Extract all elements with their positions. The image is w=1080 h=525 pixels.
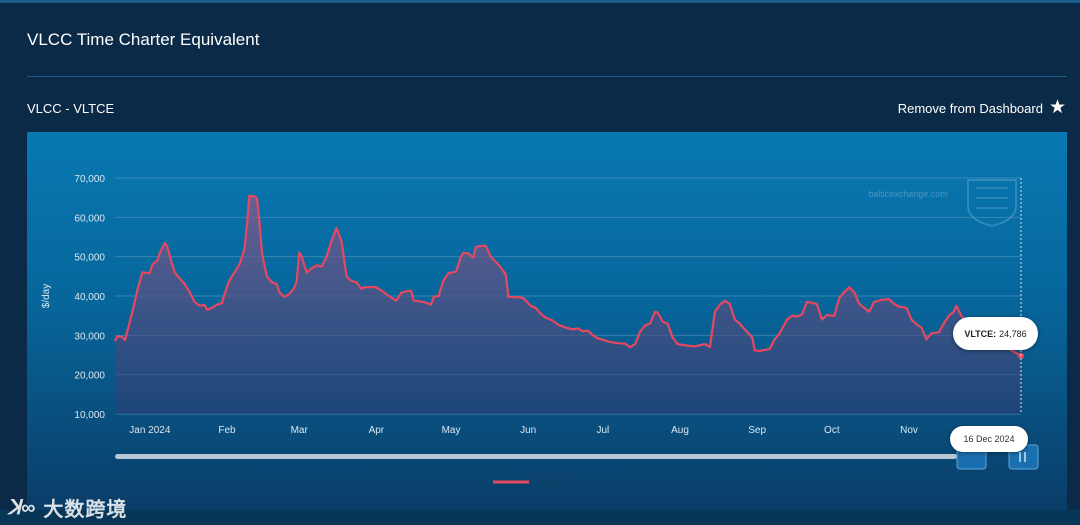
remove-from-dashboard-label: Remove from Dashboard — [897, 100, 1043, 116]
brand-logo-icon: ꓘ∞ — [8, 497, 36, 519]
widget-subtitle: VLCC - VLTCE — [27, 101, 115, 116]
source-watermark: balticexchange.com — [868, 189, 948, 199]
navigator-scrollbar[interactable] — [115, 454, 957, 459]
page-title: VLCC Time Charter Equivalent — [27, 30, 260, 49]
tooltip-value: 24,786 — [999, 328, 1027, 339]
baltic-logo-watermark: balticexchange.com — [868, 179, 1017, 228]
x-tick-label: Mar — [291, 425, 309, 436]
x-tick-label: Jan 2024 — [129, 425, 171, 436]
y-tick-label: 50,000 — [74, 253, 105, 264]
y-tick-label: 30,000 — [74, 331, 105, 342]
x-tick-label: Nov — [900, 425, 918, 436]
y-tick-label: 40,000 — [74, 292, 105, 303]
y-tick-label: 20,000 — [74, 371, 105, 382]
header-divider — [27, 76, 1067, 77]
star-icon: ★ — [1048, 97, 1066, 118]
x-tick-label: Feb — [218, 425, 236, 436]
x-tick-label: Aug — [671, 425, 689, 436]
x-tick-label: Sep — [748, 425, 766, 436]
series-area-fill — [115, 195, 1021, 414]
y-tick-label: 60,000 — [74, 213, 105, 224]
top-strip — [0, 0, 1080, 3]
x-tick-label: May — [442, 425, 461, 436]
grip-icon — [1019, 452, 1026, 462]
y-tick-label: 10,000 — [74, 410, 105, 421]
bottom-strip — [0, 510, 1080, 525]
remove-from-dashboard-button[interactable]: Remove from Dashboard ★ — [897, 97, 1066, 118]
value-tooltip: VLTCE: 24,786 — [953, 317, 1038, 350]
legend-label[interactable]: VLTCE — [536, 478, 568, 489]
tooltip-series-label: VLTCE: — [964, 328, 997, 339]
y-axis-label: $/day — [41, 284, 52, 308]
brand-watermark-text: 大数跨境 — [43, 499, 128, 521]
x-tick-label: Apr — [369, 425, 385, 436]
x-tick-label: Oct — [824, 425, 840, 436]
series-line-vltce[interactable] — [114, 194, 1022, 357]
y-tick-label: 70,000 — [74, 174, 105, 185]
x-tick-label: Jul — [596, 425, 609, 436]
x-tick-label: Jun — [520, 425, 536, 436]
brand-watermark: ꓘ∞ 大数跨境 — [8, 493, 127, 522]
crosshair-date-label: 16 Dec 2024 — [950, 426, 1028, 452]
